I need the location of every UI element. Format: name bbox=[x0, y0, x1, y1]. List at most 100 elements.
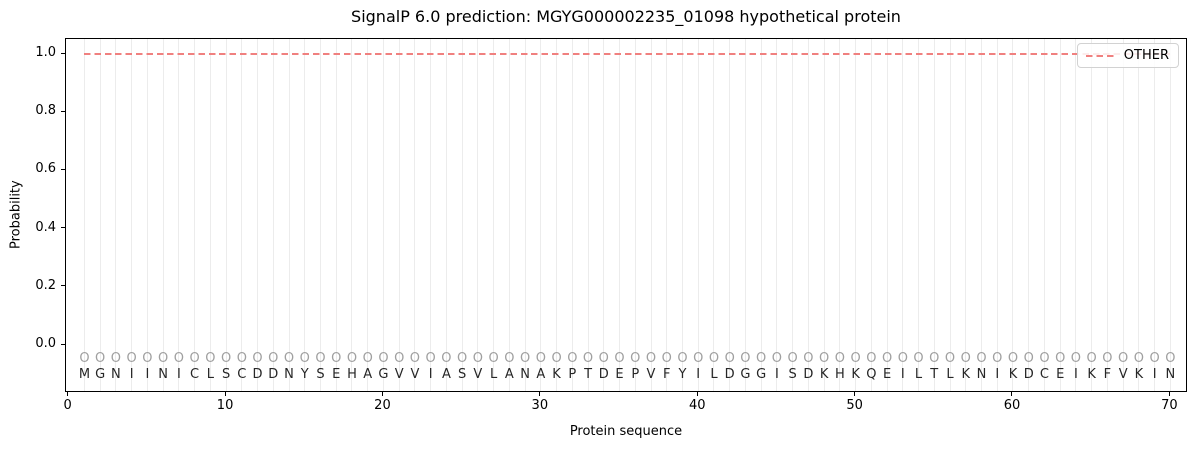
gridline bbox=[1106, 39, 1108, 391]
gridline bbox=[524, 39, 526, 391]
y-tick-mark bbox=[61, 52, 65, 54]
position-tag: O bbox=[110, 351, 122, 366]
x-axis-label: Protein sequence bbox=[569, 424, 683, 439]
gridline bbox=[1043, 39, 1045, 391]
sequence-letter: H bbox=[834, 367, 845, 382]
sequence-letter: F bbox=[662, 367, 671, 382]
gridline bbox=[414, 39, 416, 391]
sequence-letter: C bbox=[237, 367, 247, 382]
gridline bbox=[1028, 39, 1030, 391]
sequence-letter: N bbox=[111, 367, 121, 382]
y-tick-label: 1.0 bbox=[35, 45, 56, 60]
x-tick-label: 60 bbox=[1003, 398, 1021, 413]
y-tick-label: 0.8 bbox=[35, 103, 56, 119]
sequence-letter: C bbox=[190, 367, 200, 382]
sequence-letter: V bbox=[473, 367, 483, 382]
sequence-letter: I bbox=[129, 367, 134, 382]
position-tag: O bbox=[394, 351, 405, 366]
sequence-letter: N bbox=[976, 367, 987, 382]
sequence-letter: K bbox=[961, 367, 971, 382]
gridline bbox=[1012, 39, 1014, 391]
sequence-letter: C bbox=[1039, 367, 1049, 382]
legend: OTHER bbox=[1076, 43, 1179, 68]
position-tag: O bbox=[850, 351, 861, 366]
position-tag: O bbox=[409, 351, 421, 366]
sequence-letter: I bbox=[774, 367, 779, 382]
gridline bbox=[681, 39, 683, 391]
gridline bbox=[571, 39, 573, 391]
sequence-letter: N bbox=[158, 367, 168, 382]
sequence-letter: I bbox=[995, 367, 1000, 382]
gridline bbox=[619, 39, 621, 391]
sequence-letter: D bbox=[598, 367, 609, 382]
position-tag: O bbox=[535, 351, 546, 366]
gridline bbox=[713, 39, 715, 391]
gridline bbox=[839, 39, 841, 391]
sequence-letter: E bbox=[882, 367, 892, 382]
position-tag: O bbox=[913, 351, 924, 366]
gridline bbox=[729, 39, 731, 391]
position-tag: O bbox=[787, 351, 798, 366]
gridline bbox=[949, 39, 951, 391]
position-tag: O bbox=[346, 351, 358, 366]
gridline bbox=[1091, 39, 1093, 391]
gridline bbox=[603, 39, 605, 391]
x-tick-label: 50 bbox=[846, 398, 863, 413]
sequence-letter: Y bbox=[678, 367, 687, 382]
gridline bbox=[335, 39, 337, 391]
position-tag: O bbox=[582, 351, 594, 366]
position-tag: O bbox=[724, 351, 735, 366]
x-tick-label: 0 bbox=[63, 398, 72, 413]
y-tick-mark bbox=[61, 227, 65, 229]
position-tag: O bbox=[220, 351, 232, 366]
gridline bbox=[540, 39, 542, 391]
position-tag: O bbox=[1165, 351, 1176, 366]
position-tag: O bbox=[929, 351, 940, 366]
sequence-letter: I bbox=[428, 367, 433, 382]
x-tick-mark bbox=[1168, 392, 1170, 396]
sequence-letter: S bbox=[316, 367, 325, 382]
position-tag: O bbox=[173, 351, 184, 366]
gridline bbox=[461, 39, 463, 391]
gridline bbox=[556, 39, 558, 391]
gridline bbox=[209, 39, 211, 391]
gridline bbox=[288, 39, 290, 391]
sequence-letter: S bbox=[458, 367, 467, 382]
sequence-letter: K bbox=[1008, 367, 1018, 382]
gridline bbox=[162, 39, 164, 391]
sequence-letter: H bbox=[347, 367, 357, 382]
y-tick-label: 0.0 bbox=[35, 336, 56, 351]
gridline bbox=[351, 39, 353, 391]
y-tick-mark bbox=[61, 110, 65, 112]
position-tag: O bbox=[519, 351, 531, 366]
position-tag: O bbox=[441, 351, 452, 366]
sequence-letter: I bbox=[696, 367, 701, 382]
sequence-letter: E bbox=[332, 367, 341, 382]
sequence-letter: G bbox=[95, 367, 106, 382]
x-tick-mark bbox=[1011, 392, 1013, 396]
sequence-letter: M bbox=[78, 367, 91, 382]
gridline bbox=[146, 39, 148, 391]
position-tag: O bbox=[551, 351, 562, 366]
x-tick-label: 40 bbox=[688, 398, 706, 413]
sequence-letter: I bbox=[145, 367, 150, 382]
position-tag: O bbox=[567, 351, 578, 366]
gridline bbox=[225, 39, 227, 391]
sequence-letter: G bbox=[378, 367, 389, 382]
sequence-letter: E bbox=[1056, 367, 1065, 382]
position-tag: O bbox=[158, 351, 169, 366]
position-tag: O bbox=[771, 351, 783, 366]
position-tag: O bbox=[472, 351, 483, 366]
position-tag: O bbox=[299, 351, 310, 366]
position-tag: O bbox=[818, 351, 830, 366]
position-tag: O bbox=[189, 351, 200, 366]
position-tag: O bbox=[1023, 351, 1034, 366]
sequence-letter: L bbox=[206, 367, 214, 382]
sequence-letter: L bbox=[710, 367, 718, 382]
gridline bbox=[776, 39, 778, 391]
position-tag: O bbox=[834, 351, 845, 366]
sequence-letter: K bbox=[552, 367, 561, 382]
gridline bbox=[996, 39, 998, 391]
sequence-letter: K bbox=[1134, 367, 1144, 382]
y-tick-mark bbox=[61, 343, 65, 345]
